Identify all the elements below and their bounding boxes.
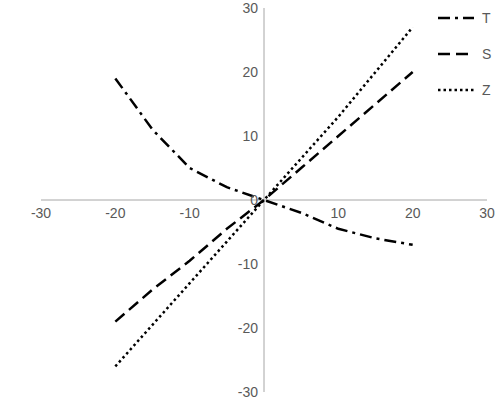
- html-text:S: S: [482, 46, 492, 62]
- svg-text:-10: -10: [238, 256, 258, 272]
- svg-text:-20: -20: [105, 205, 125, 221]
- svg-text:10: 10: [242, 128, 258, 144]
- svg-text:10: 10: [331, 205, 347, 221]
- svg-text:20: 20: [405, 205, 421, 221]
- svg-text:30: 30: [479, 205, 495, 221]
- svg-text:-20: -20: [238, 320, 258, 336]
- svg-text:-10: -10: [180, 205, 200, 221]
- svg-text:-30: -30: [31, 205, 51, 221]
- svg-text:-30: -30: [238, 384, 258, 400]
- html-text:Z: Z: [482, 82, 491, 98]
- svg-text:0: 0: [250, 192, 258, 208]
- svg-text:30: 30: [242, 0, 258, 16]
- svg-text:20: 20: [242, 64, 258, 80]
- html-text:T: T: [482, 10, 491, 26]
